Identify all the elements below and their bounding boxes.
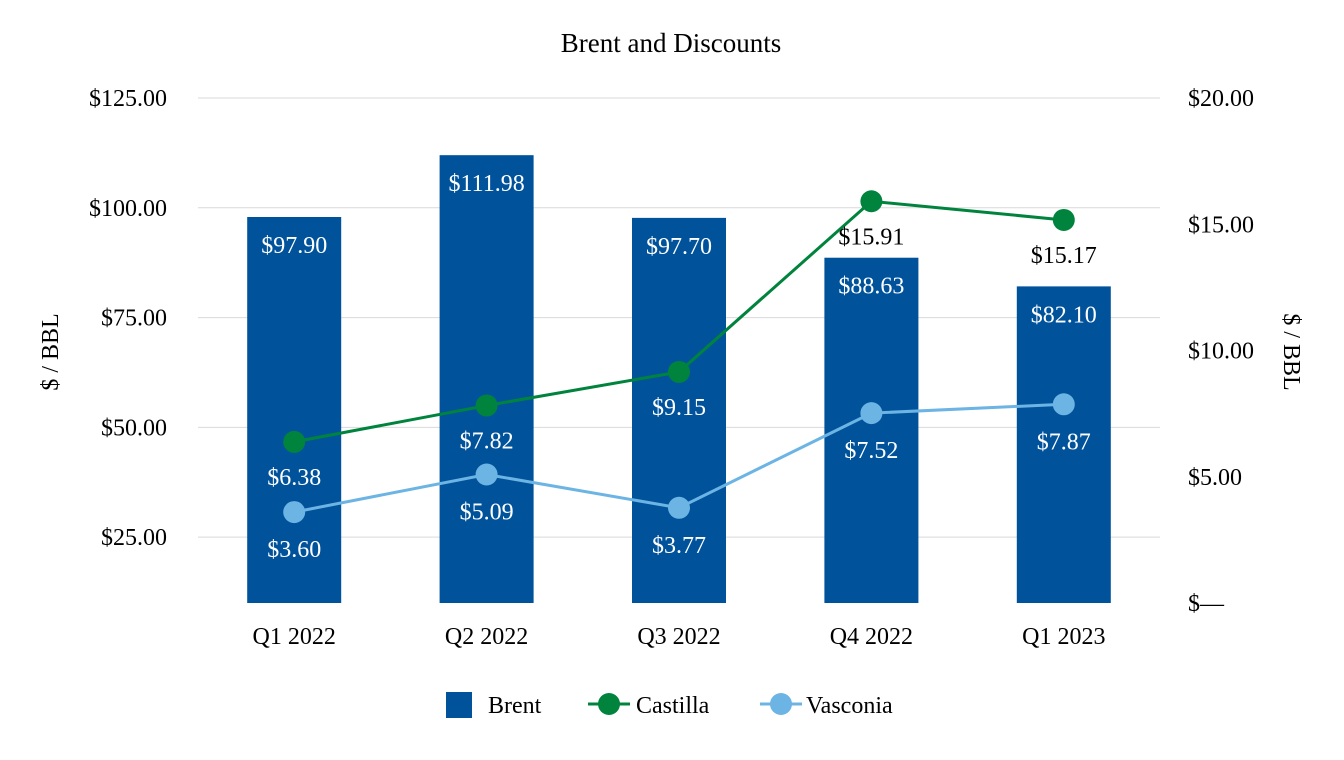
x-tick-label: Q1 2023 bbox=[1022, 624, 1105, 650]
right-axis: $— $5.00 $10.00 $15.00 $20.00 bbox=[1188, 86, 1254, 617]
left-axis-label: $ / BBL bbox=[38, 313, 64, 390]
data-label-brent: $82.10 bbox=[1031, 302, 1097, 328]
data-label-castilla: $15.91 bbox=[838, 224, 904, 250]
bar-brent bbox=[247, 217, 342, 604]
data-label-brent: $88.63 bbox=[838, 274, 904, 300]
point-vasconia bbox=[1052, 393, 1075, 416]
point-castilla bbox=[860, 190, 883, 213]
legend: Brent Castilla Vasconia bbox=[446, 692, 893, 719]
legend-swatch-brent bbox=[446, 692, 472, 718]
legend-marker-castilla bbox=[598, 693, 620, 715]
bar-brent bbox=[1016, 286, 1111, 603]
legend-label-brent: Brent bbox=[488, 693, 542, 719]
legend-label-vasconia: Vasconia bbox=[806, 693, 893, 719]
bar-brent bbox=[632, 217, 726, 603]
x-axis: Q1 2022 Q2 2022 Q3 2022 Q4 2022 Q1 2023 bbox=[253, 624, 1106, 650]
left-tick-label: $50.00 bbox=[101, 415, 167, 441]
right-tick-label: $— bbox=[1188, 591, 1225, 617]
point-vasconia bbox=[668, 496, 690, 519]
data-label-castilla: $9.15 bbox=[652, 395, 706, 421]
data-label-vasconia: $3.77 bbox=[652, 533, 706, 559]
x-tick-label: Q4 2022 bbox=[830, 624, 913, 650]
bar-brent bbox=[824, 257, 919, 603]
right-tick-label: $15.00 bbox=[1188, 212, 1254, 238]
bars-layer bbox=[247, 155, 1111, 604]
left-tick-label: $25.00 bbox=[101, 525, 167, 551]
right-axis-label: $ / BBL bbox=[1278, 313, 1304, 390]
data-label-castilla: $7.82 bbox=[460, 429, 514, 455]
point-castilla bbox=[283, 430, 306, 453]
point-vasconia bbox=[860, 402, 883, 425]
data-label-brent: $111.98 bbox=[448, 171, 524, 197]
lines-layer bbox=[283, 190, 1075, 524]
point-castilla bbox=[1052, 208, 1075, 231]
left-tick-label: $100.00 bbox=[89, 196, 167, 222]
right-tick-label: $20.00 bbox=[1188, 86, 1254, 112]
labels-layer: $97.90 $111.98 $97.70 $88.63 $82.10 $6.38 $7.8… bbox=[261, 171, 1097, 563]
legend-label-castilla: Castilla bbox=[636, 693, 710, 719]
chart-title: Brent and Discounts bbox=[561, 28, 781, 58]
data-label-castilla: $6.38 bbox=[267, 465, 321, 491]
data-label-vasconia: $7.87 bbox=[1037, 429, 1091, 455]
left-tick-label: $125.00 bbox=[89, 86, 167, 112]
right-tick-label: $5.00 bbox=[1188, 465, 1242, 491]
data-label-vasconia: $7.52 bbox=[844, 438, 898, 464]
left-tick-label: $75.00 bbox=[101, 306, 167, 332]
right-tick-label: $10.00 bbox=[1188, 339, 1254, 365]
point-vasconia bbox=[283, 501, 306, 524]
data-label-vasconia: $3.60 bbox=[267, 537, 321, 563]
x-tick-label: Q3 2022 bbox=[637, 624, 720, 650]
legend-marker-vasconia bbox=[770, 693, 792, 715]
point-castilla bbox=[475, 394, 498, 417]
point-castilla bbox=[668, 360, 690, 383]
data-label-brent: $97.70 bbox=[646, 234, 712, 260]
data-label-vasconia: $5.09 bbox=[460, 499, 514, 525]
point-vasconia bbox=[475, 463, 498, 486]
data-label-brent: $97.90 bbox=[261, 233, 327, 259]
left-axis: $25.00 $50.00 $75.00 $100.00 $125.00 bbox=[89, 86, 167, 551]
data-label-castilla: $15.17 bbox=[1031, 243, 1097, 269]
bar-brent bbox=[439, 155, 534, 603]
x-tick-label: Q1 2022 bbox=[253, 624, 336, 650]
x-tick-label: Q2 2022 bbox=[445, 624, 528, 650]
